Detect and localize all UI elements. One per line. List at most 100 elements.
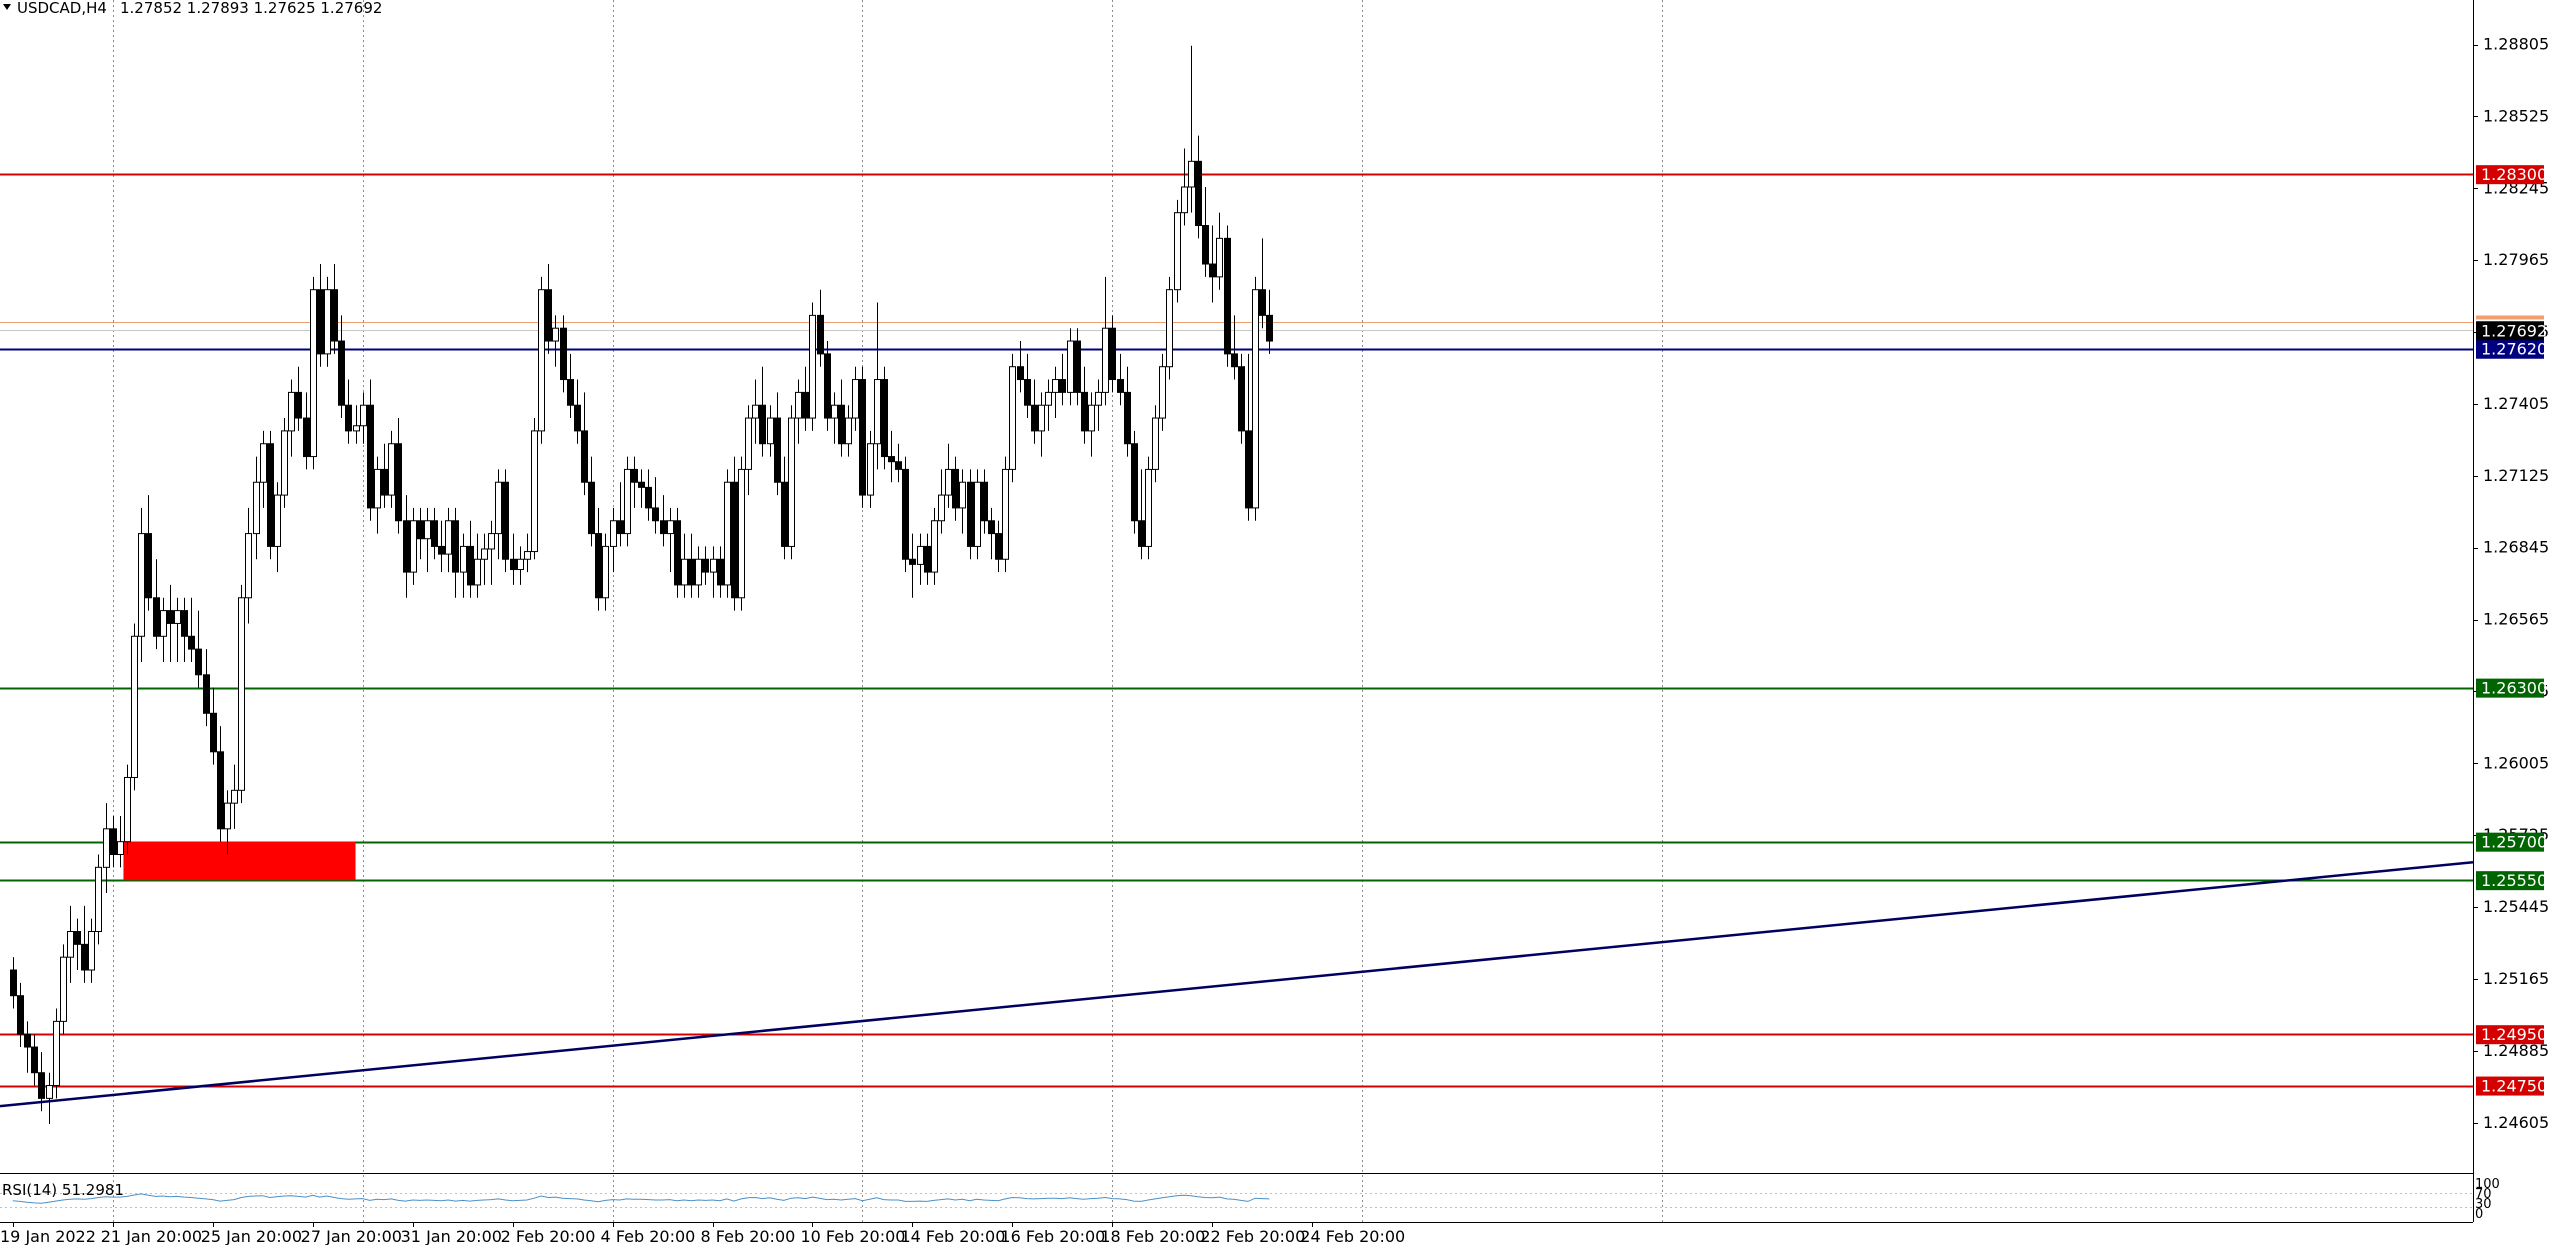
candle	[681, 533, 688, 598]
candle	[567, 353, 574, 419]
level-labels-layer: 1.28300 1.27620 1.26300 1.25700 1.25550 1.249…	[2476, 165, 2547, 1096]
price-axis[interactable]: 1.288051.285251.282451.279651.276851.274…	[2473, 35, 2549, 1132]
candle	[310, 276, 317, 470]
candle	[224, 790, 231, 855]
candle-body-bull	[174, 610, 181, 624]
candle	[1238, 353, 1245, 444]
grid-layer	[113, 0, 1663, 1222]
price-tick-label: 1.24885	[2483, 1041, 2549, 1060]
candle	[267, 430, 274, 560]
candle-body-bear	[1195, 160, 1202, 227]
candle-body-bear	[674, 520, 681, 586]
candle	[281, 418, 288, 508]
candle-body-bear	[759, 404, 766, 445]
candle-body-bull	[124, 776, 131, 843]
candle-body-bull	[424, 520, 431, 540]
candle	[859, 366, 866, 508]
triangle-down-icon[interactable]	[3, 4, 11, 10]
price-tick-label: 1.26845	[2483, 538, 2549, 557]
candle	[260, 430, 267, 508]
candle-body-bear	[1117, 379, 1124, 393]
price-tick-label: 1.26565	[2483, 610, 2549, 629]
candle	[617, 482, 624, 547]
candle-body-bear	[545, 289, 552, 342]
candle-body-bear	[110, 828, 117, 855]
candle	[1024, 353, 1031, 419]
candle-body-bear	[17, 995, 24, 1035]
candle-body-bear	[338, 340, 345, 406]
candle-body-bear	[367, 404, 374, 509]
candle-body-bull	[260, 443, 267, 483]
candle	[895, 443, 902, 483]
candle-body-bull	[831, 404, 838, 419]
candle	[438, 520, 445, 573]
candle-body-bear	[774, 417, 781, 483]
ascending-trendline	[0, 860, 2474, 1108]
candle-body-bull	[410, 520, 417, 573]
time-tick-label: 27 Jan 20:00	[301, 1227, 402, 1245]
candle-body-bull	[945, 468, 952, 496]
candle	[103, 803, 110, 894]
candle-body-bear	[824, 353, 831, 419]
candle-body-bear	[1059, 379, 1066, 393]
candle-body-bull	[310, 289, 317, 458]
candle-body-bull	[538, 289, 545, 432]
candle	[974, 469, 981, 560]
candle	[574, 379, 581, 444]
candle	[345, 379, 352, 444]
candle	[410, 507, 417, 585]
candle	[231, 764, 238, 829]
candle-body-bear	[74, 931, 81, 945]
candle	[1131, 430, 1138, 534]
candle	[295, 366, 302, 431]
time-tick-label: 18 Feb 20:00	[1100, 1227, 1205, 1245]
candle	[745, 405, 752, 496]
candle-body-bear	[1074, 340, 1081, 393]
candle	[767, 405, 774, 457]
candle-body-bear	[431, 520, 438, 547]
price-tick-label: 1.25165	[2483, 969, 2549, 988]
candle-body-bear	[81, 943, 88, 971]
zone-layer	[123, 841, 356, 881]
level-label-bg	[2476, 339, 2544, 359]
candle	[1059, 353, 1066, 406]
candle-body-bull	[274, 494, 281, 547]
candle	[110, 815, 117, 868]
candle	[417, 507, 424, 560]
candle	[952, 456, 959, 521]
candle	[488, 520, 495, 585]
time-tick-label: 2 Feb 20:00	[501, 1227, 596, 1245]
candle-body-bull	[974, 481, 981, 547]
candle	[710, 546, 717, 598]
candle	[1088, 392, 1095, 457]
frame-layer	[0, 0, 2474, 1223]
candle-body-bear	[595, 533, 602, 599]
price-tick-label: 1.27405	[2483, 394, 2549, 413]
rsi-axis-label: 70	[2475, 1187, 2492, 1202]
candle	[1231, 315, 1238, 380]
candle	[445, 507, 452, 573]
candle-body-bear	[1131, 443, 1138, 522]
time-tick-label: 25 Jan 20:00	[201, 1227, 302, 1245]
candle-body-bull	[224, 802, 231, 830]
level-label-bg	[2476, 832, 2544, 852]
candle-body-bull	[931, 520, 938, 573]
candle-body-bear	[1017, 366, 1024, 381]
candle-body-bear	[638, 481, 645, 488]
candle-body-bull	[1181, 186, 1188, 214]
candle-body-bull	[767, 417, 774, 445]
candle-body-bull	[1009, 366, 1016, 470]
candle	[367, 379, 374, 521]
candle	[1152, 405, 1159, 483]
candle-body-bull	[531, 430, 538, 553]
candle	[888, 430, 895, 483]
horizontal-levels-layer	[0, 173, 2473, 1088]
candle	[502, 469, 509, 573]
candle-body-bear	[645, 486, 652, 509]
candle	[24, 1021, 31, 1073]
candle	[831, 392, 838, 444]
